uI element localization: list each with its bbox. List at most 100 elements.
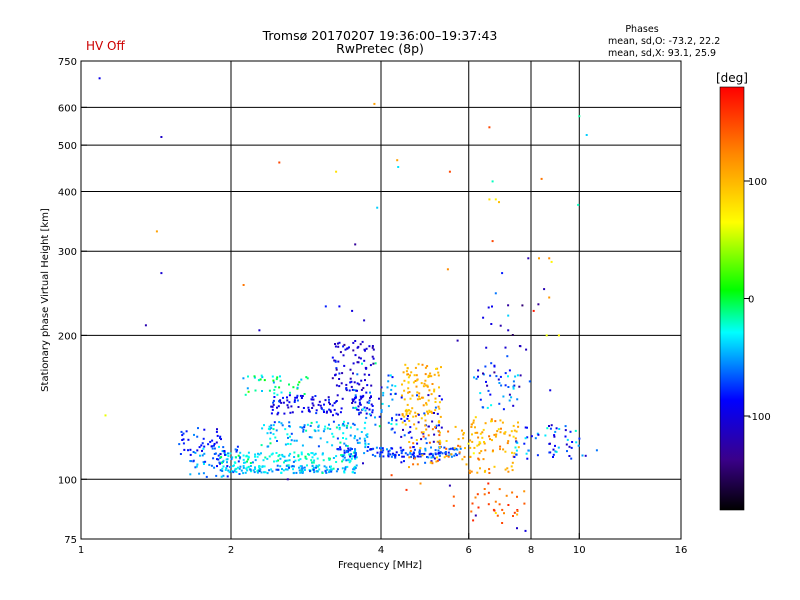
- data-point: [228, 471, 231, 474]
- data-point: [409, 451, 412, 454]
- data-point: [358, 401, 361, 404]
- data-point: [378, 425, 381, 428]
- data-point: [455, 454, 458, 457]
- data-point: [232, 471, 235, 474]
- data-point: [431, 453, 434, 456]
- data-point: [212, 457, 215, 460]
- data-point: [483, 488, 486, 490]
- data-point: [406, 367, 409, 370]
- data-point: [365, 416, 368, 419]
- data-point: [194, 466, 197, 469]
- data-point: [422, 435, 425, 438]
- data-point: [452, 504, 455, 507]
- data-point: [406, 453, 409, 456]
- data-point: [438, 420, 441, 423]
- data-point: [326, 441, 329, 444]
- data-point: [390, 423, 393, 425]
- data-point: [461, 458, 464, 461]
- data-point: [510, 430, 513, 433]
- data-point: [342, 437, 344, 439]
- data-point: [257, 379, 260, 382]
- data-point: [221, 467, 224, 470]
- data-point: [310, 436, 313, 439]
- data-point: [227, 455, 230, 458]
- data-point: [432, 440, 435, 443]
- data-point: [474, 496, 477, 499]
- data-point: [275, 460, 278, 463]
- data-point: [553, 435, 556, 438]
- data-point: [366, 435, 369, 438]
- data-point: [425, 403, 428, 406]
- data-point: [425, 428, 428, 431]
- data-point: [284, 428, 287, 431]
- data-point: [217, 458, 220, 461]
- data-point: [351, 471, 354, 474]
- data-point: [326, 410, 328, 413]
- data-point: [421, 453, 424, 456]
- data-point: [277, 411, 280, 414]
- data-point: [422, 396, 425, 399]
- data-point: [270, 453, 273, 456]
- data-point: [328, 469, 331, 472]
- data-point: [237, 454, 240, 457]
- data-point: [433, 373, 436, 376]
- data-point: [474, 426, 476, 429]
- data-point: [419, 447, 422, 450]
- data-point: [221, 461, 223, 464]
- data-point: [301, 467, 304, 470]
- data-point: [354, 465, 356, 468]
- x-tick-label: 10: [573, 545, 586, 556]
- data-point: [506, 442, 509, 445]
- data-point: [476, 493, 479, 496]
- data-point: [270, 468, 273, 471]
- data-point: [439, 441, 442, 444]
- data-point: [338, 385, 341, 388]
- data-point: [545, 334, 548, 337]
- data-point: [234, 456, 237, 459]
- data-point: [427, 394, 430, 397]
- data-point: [504, 346, 507, 349]
- data-point: [426, 365, 429, 368]
- data-point: [403, 460, 405, 463]
- data-point: [213, 444, 215, 447]
- data-point: [409, 446, 412, 449]
- data-point: [378, 397, 380, 400]
- data-point: [291, 411, 294, 414]
- data-point: [413, 455, 415, 458]
- data-point: [341, 372, 344, 375]
- data-point: [220, 438, 222, 441]
- data-point: [278, 421, 281, 424]
- data-point: [352, 400, 354, 403]
- data-point: [314, 452, 317, 455]
- data-point: [438, 434, 441, 437]
- data-point: [343, 451, 346, 454]
- data-point: [249, 468, 252, 471]
- data-point: [332, 420, 335, 423]
- data-point: [293, 456, 296, 458]
- data-point: [386, 386, 389, 389]
- chart-subtitle: RwPretec (8p): [336, 41, 424, 56]
- data-point: [486, 384, 489, 387]
- data-point: [532, 309, 535, 312]
- data-point: [366, 401, 369, 404]
- data-point: [458, 452, 461, 455]
- data-point: [342, 354, 345, 357]
- data-point: [434, 426, 437, 429]
- data-point: [292, 460, 295, 463]
- data-point: [353, 389, 356, 392]
- data-point: [504, 468, 507, 471]
- data-point: [235, 467, 238, 470]
- data-point: [418, 449, 421, 452]
- data-point: [324, 399, 327, 402]
- data-point: [506, 355, 509, 358]
- data-point: [415, 439, 418, 441]
- data-point: [448, 484, 451, 487]
- data-point: [311, 452, 314, 455]
- data-point: [278, 386, 281, 389]
- data-point: [513, 511, 516, 514]
- data-point: [508, 393, 511, 396]
- data-point: [239, 465, 242, 468]
- data-point: [320, 407, 323, 410]
- data-point: [333, 408, 336, 411]
- data-point: [259, 378, 262, 381]
